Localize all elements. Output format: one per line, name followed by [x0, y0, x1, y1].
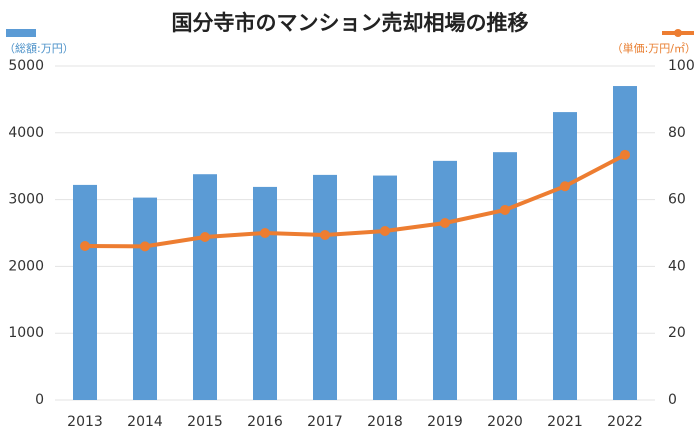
x-tick-label: 2017 [307, 414, 343, 430]
y-tick-label: 4000 [8, 125, 44, 141]
bar [373, 175, 397, 400]
line-point [320, 230, 330, 241]
y2-tick-label: 40 [668, 258, 686, 274]
legend-swatch [6, 29, 36, 37]
line-point [140, 241, 150, 252]
bar [313, 174, 337, 400]
line-point [380, 225, 390, 236]
y2-tick-label: 100 [668, 58, 695, 74]
x-tick-label: 2015 [187, 414, 223, 430]
line-point [200, 232, 210, 243]
y2-tick-label: 20 [668, 325, 686, 341]
y-tick-label: 3000 [8, 192, 44, 208]
bar [193, 174, 217, 400]
x-tick-label: 2020 [487, 414, 523, 430]
y2-tick-label: 80 [668, 125, 686, 141]
legend-label: （単価:万円/㎡） [612, 41, 696, 55]
bar [493, 152, 517, 400]
y-tick-label: 5000 [8, 58, 44, 74]
y-tick-label: 2000 [8, 258, 44, 274]
line-point [620, 149, 630, 160]
legend-label: （総額:万円） [4, 41, 74, 55]
x-tick-label: 2014 [127, 414, 163, 430]
bar [133, 197, 157, 400]
y-tick-label: 1000 [8, 325, 44, 341]
bar [613, 86, 637, 400]
x-tick-label: 2016 [247, 414, 283, 430]
x-tick-label: 2018 [367, 414, 403, 430]
y-tick-label: 0 [35, 392, 44, 408]
line-point [440, 217, 450, 228]
x-tick-label: 2019 [427, 414, 463, 430]
bar [433, 160, 457, 400]
bar [553, 112, 577, 400]
line-point [260, 228, 270, 238]
y2-tick-label: 60 [668, 192, 686, 208]
chart-title: 国分寺市のマンション売却相場の推移 [172, 11, 529, 35]
y2-tick-label: 0 [668, 392, 677, 408]
legend-swatch [674, 29, 682, 37]
line-point [500, 204, 510, 215]
x-tick-label: 2013 [67, 414, 103, 430]
bar [253, 186, 277, 400]
line-point [560, 181, 570, 192]
line [84, 153, 626, 249]
x-tick-label: 2022 [607, 414, 643, 430]
line-point [80, 241, 90, 252]
x-tick-label: 2021 [547, 414, 583, 430]
bar [73, 184, 97, 400]
